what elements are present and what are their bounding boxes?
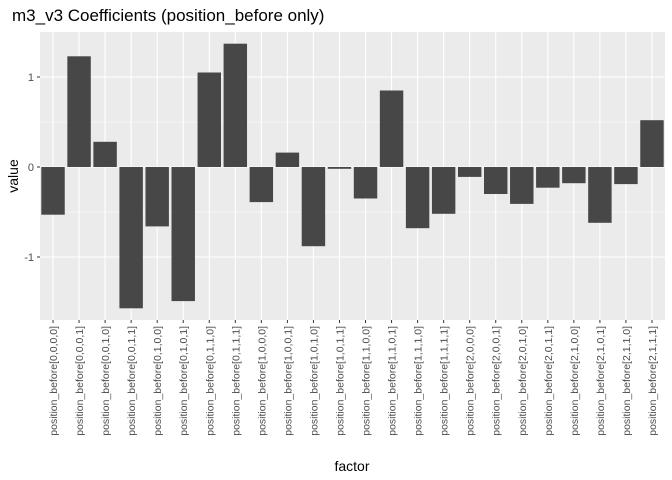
x-tick-label: position_before[1,1,1,0]: [413, 326, 425, 436]
bars: [41, 43, 664, 309]
bar: [640, 120, 664, 167]
plot-panel: [40, 32, 665, 320]
x-tick-label: position_before[1,0,0,0]: [256, 326, 268, 436]
bar: [171, 167, 195, 302]
x-tick-label: position_before[1,1,0,1]: [387, 326, 399, 436]
bar: [145, 167, 169, 227]
bar: [562, 167, 586, 184]
x-tick-label: position_before[0,1,0,1]: [178, 326, 190, 436]
x-tick-label: position_before[2,0,0,0]: [465, 326, 477, 436]
x-tick-label: position_before[2,1,1,0]: [621, 326, 633, 436]
x-tick-label: position_before[1,1,1,1]: [439, 326, 451, 436]
x-tick-label: position_before[2,0,1,0]: [517, 326, 529, 436]
x-tick-label: position_before[2,0,0,1]: [491, 326, 503, 436]
x-tick-label: position_before[0,1,1,0]: [204, 326, 216, 436]
bar: [301, 167, 326, 247]
bar: [353, 167, 378, 199]
bar: [405, 167, 430, 229]
x-tick-label: position_before[2,1,1,1]: [647, 326, 659, 436]
chart-title: m3_v3 Coefficients (position_before only…: [12, 6, 324, 25]
y-axis: -1 0 1: [24, 72, 40, 264]
bar: [431, 167, 456, 214]
y-tick-label: 0: [28, 162, 34, 174]
bar: [510, 167, 534, 204]
bar: [41, 167, 65, 215]
bar: [327, 167, 352, 169]
bar: [119, 167, 143, 309]
y-axis-title: value: [5, 159, 21, 193]
x-tick-label: position_before[2,0,1,1]: [543, 326, 555, 436]
bar: [93, 141, 117, 167]
bar: [484, 167, 508, 194]
bar: [197, 72, 221, 167]
bar: [614, 167, 638, 185]
x-tick-label: position_before[0,0,1,0]: [100, 326, 112, 436]
y-tick-label: -1: [24, 252, 34, 264]
bar: [275, 152, 300, 167]
x-axis: position_before[0,0,0,0] position_before[…: [48, 320, 659, 436]
bar: [588, 167, 612, 223]
x-tick-label: position_before[2,1,0,0]: [569, 326, 581, 436]
y-tick-label: 1: [28, 72, 34, 84]
x-tick-label: position_before[1,0,0,1]: [282, 326, 294, 436]
bar: [67, 56, 91, 167]
bar: [457, 167, 482, 177]
x-axis-title: factor: [334, 458, 369, 474]
bar: [536, 167, 560, 188]
bar: [379, 90, 404, 167]
bar: [223, 43, 248, 168]
x-tick-label: position_before[0,1,0,0]: [152, 326, 164, 436]
x-tick-label: position_before[1,0,1,1]: [334, 326, 346, 436]
x-tick-label: position_before[1,0,1,0]: [308, 326, 320, 436]
x-tick-label: position_before[1,1,0,0]: [361, 326, 373, 436]
x-tick-label: position_before[0,1,1,1]: [230, 326, 242, 436]
x-tick-label: position_before[0,0,0,1]: [74, 326, 86, 436]
x-tick-label: position_before[0,0,1,1]: [126, 326, 138, 436]
x-tick-label: position_before[0,0,0,0]: [48, 326, 60, 436]
bar: [249, 167, 274, 203]
x-tick-label: position_before[2,1,0,1]: [595, 326, 607, 436]
